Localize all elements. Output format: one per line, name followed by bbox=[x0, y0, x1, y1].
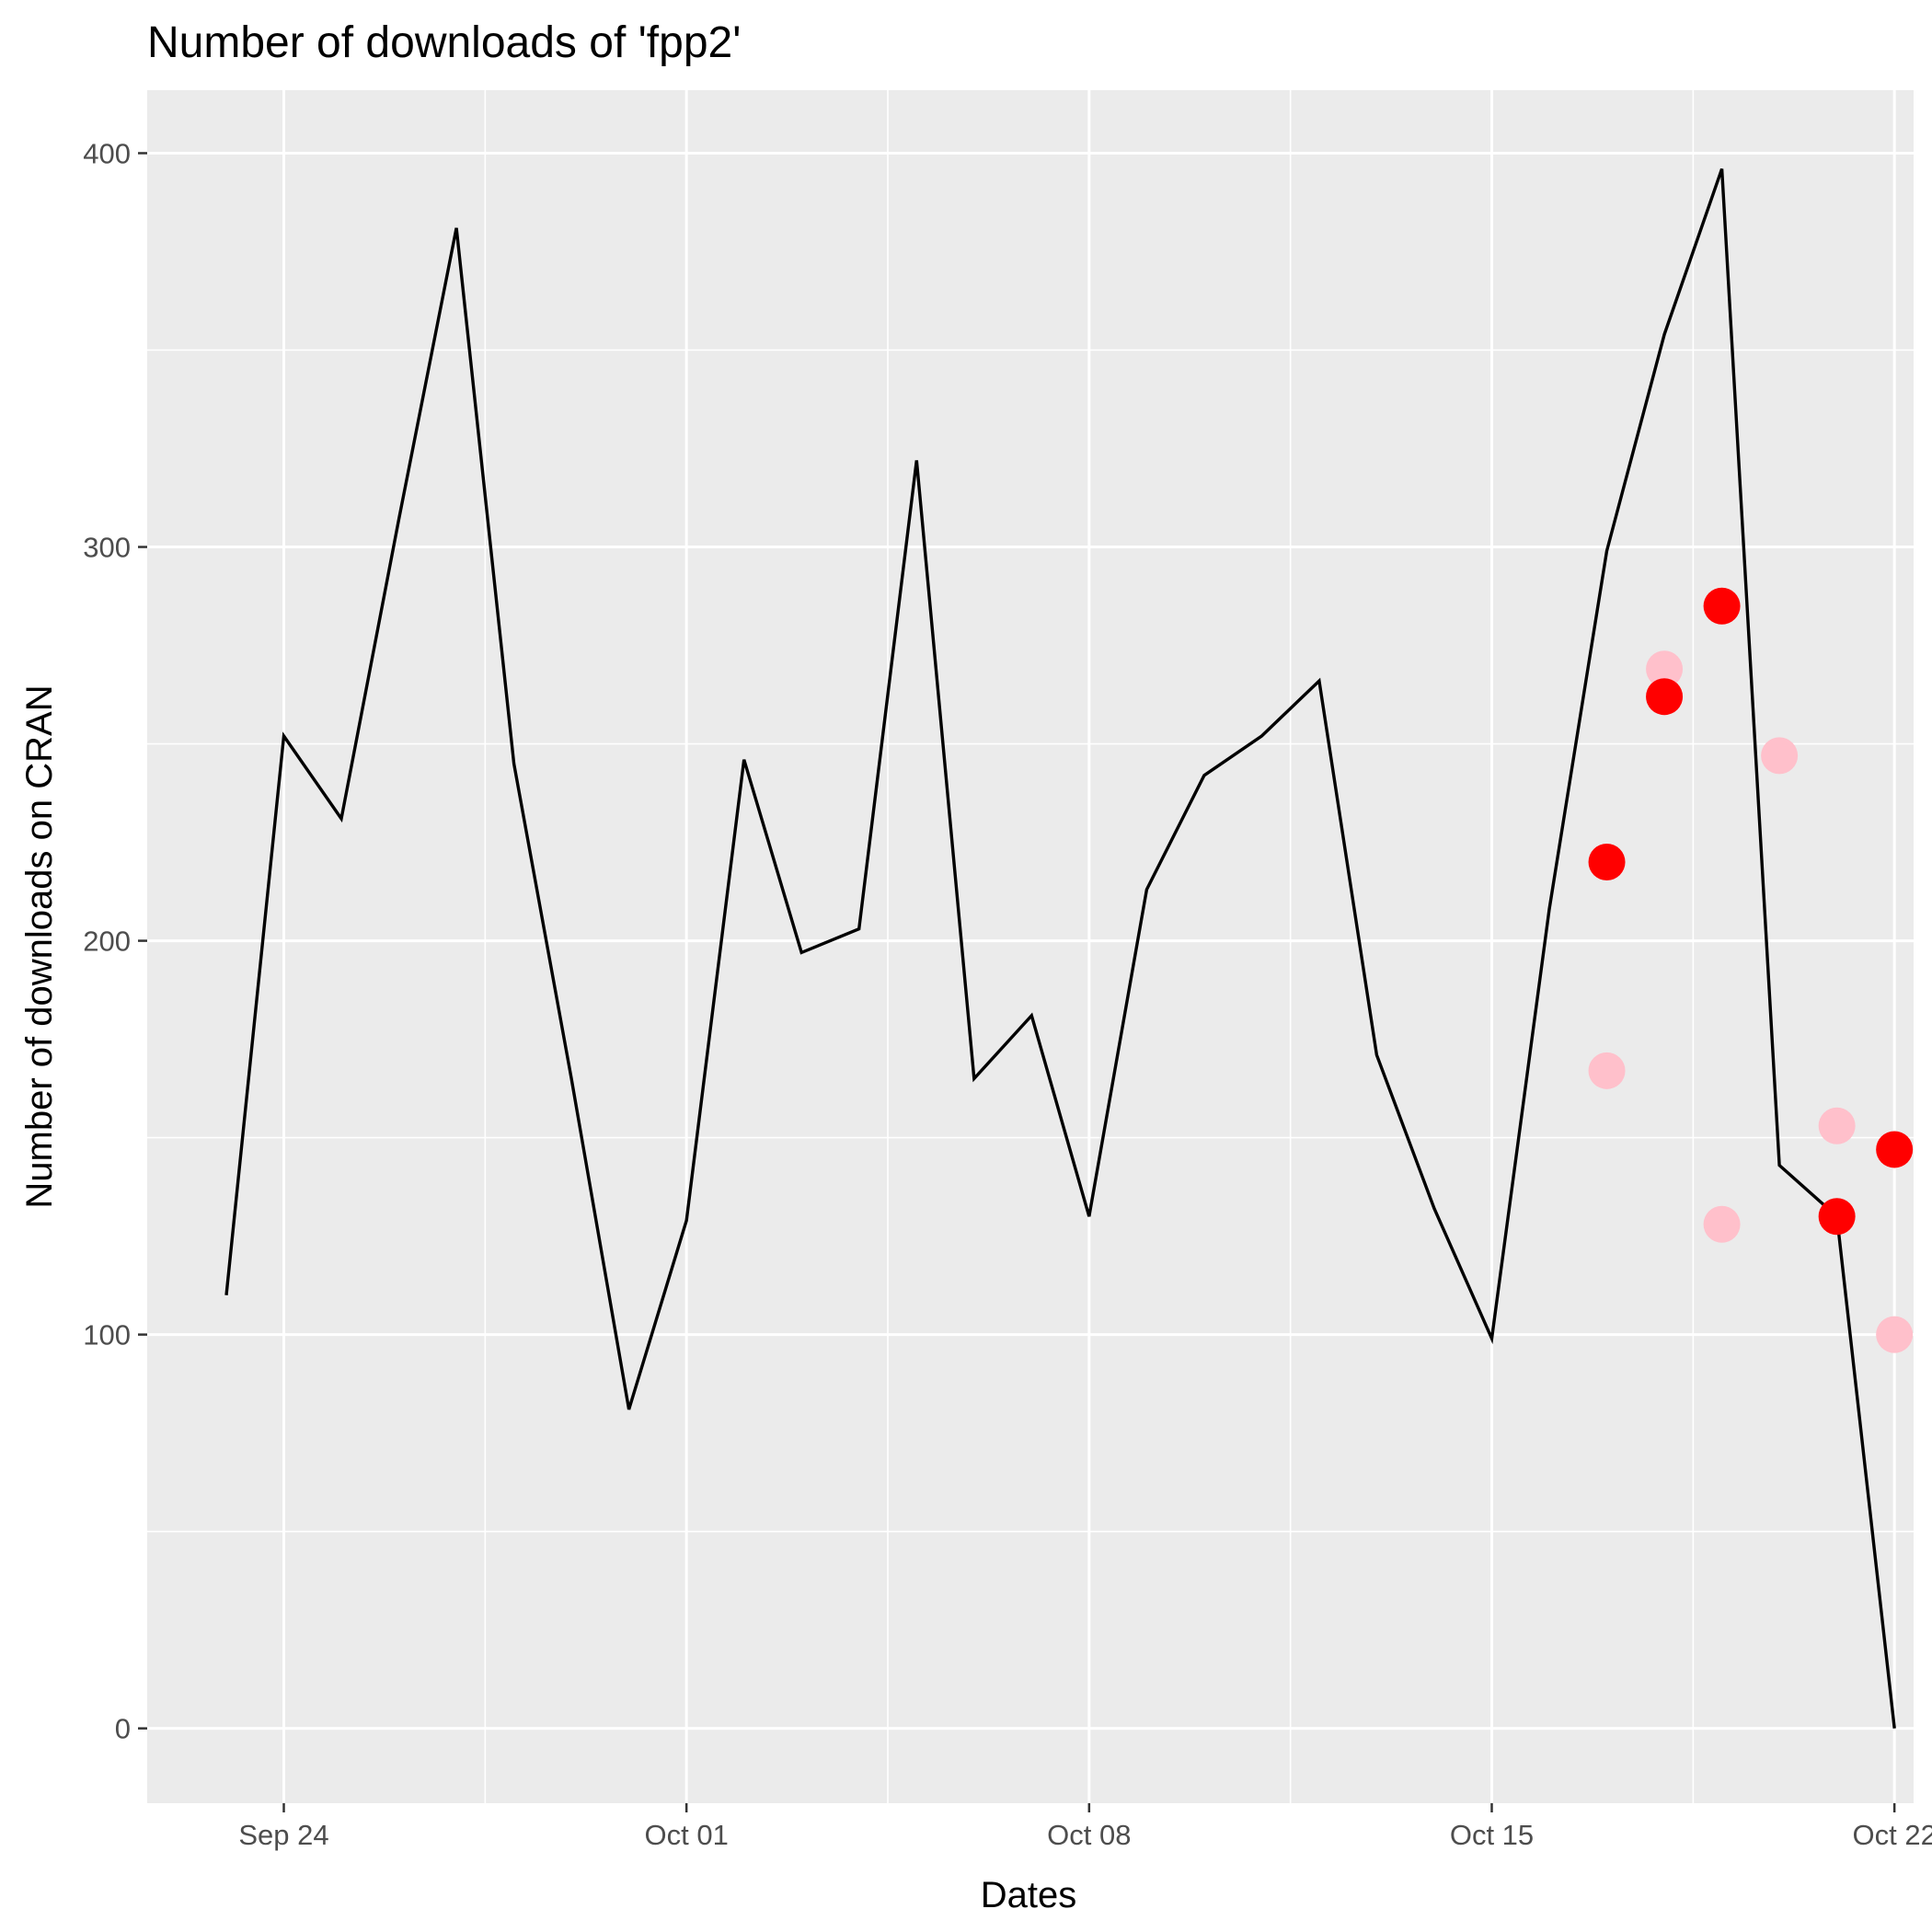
minor-grid bbox=[147, 90, 1914, 1803]
data-point bbox=[1703, 1205, 1741, 1243]
data-point bbox=[1761, 737, 1799, 775]
y-tick-labels: 0 100 200 300 400 bbox=[83, 137, 131, 1744]
plot-panel bbox=[147, 90, 1914, 1803]
data-point bbox=[1646, 650, 1684, 688]
x-axis-title: Dates bbox=[981, 1875, 1077, 1915]
y-tick-label: 300 bbox=[83, 532, 131, 564]
data-point bbox=[1818, 1107, 1856, 1144]
x-tick-label: Sep 24 bbox=[238, 1819, 328, 1851]
x-tick-label: Oct 01 bbox=[644, 1819, 728, 1851]
data-point bbox=[1703, 587, 1741, 625]
major-grid bbox=[147, 90, 1914, 1803]
downloads-line-series bbox=[224, 168, 1896, 1729]
chart-title: Number of downloads of 'fpp2' bbox=[147, 18, 741, 67]
point-series-1 bbox=[1588, 650, 1914, 1353]
data-point bbox=[1646, 678, 1684, 716]
point-series bbox=[1588, 587, 1914, 1353]
data-point bbox=[1818, 1198, 1856, 1236]
data-point bbox=[1588, 1052, 1626, 1089]
x-tick-label: Oct 08 bbox=[1047, 1819, 1131, 1851]
x-tick-labels: Sep 24 Oct 01 Oct 08 Oct 15 Oct 22 bbox=[238, 1819, 1932, 1851]
data-point bbox=[1588, 843, 1626, 880]
y-tick-label: 0 bbox=[115, 1713, 131, 1745]
axis-ticks bbox=[138, 152, 1896, 1812]
y-tick-label: 400 bbox=[83, 137, 131, 169]
x-tick-label: Oct 15 bbox=[1450, 1819, 1534, 1851]
y-tick-label: 200 bbox=[83, 926, 131, 958]
data-point bbox=[1876, 1131, 1914, 1168]
downloads-line bbox=[224, 168, 1896, 1729]
data-point bbox=[1876, 1316, 1914, 1353]
x-tick-label: Oct 22 bbox=[1852, 1819, 1932, 1851]
y-tick-label: 100 bbox=[83, 1319, 131, 1351]
y-axis-title: Number of downloads on CRAN bbox=[19, 684, 60, 1208]
point-series-2 bbox=[1588, 587, 1914, 1236]
